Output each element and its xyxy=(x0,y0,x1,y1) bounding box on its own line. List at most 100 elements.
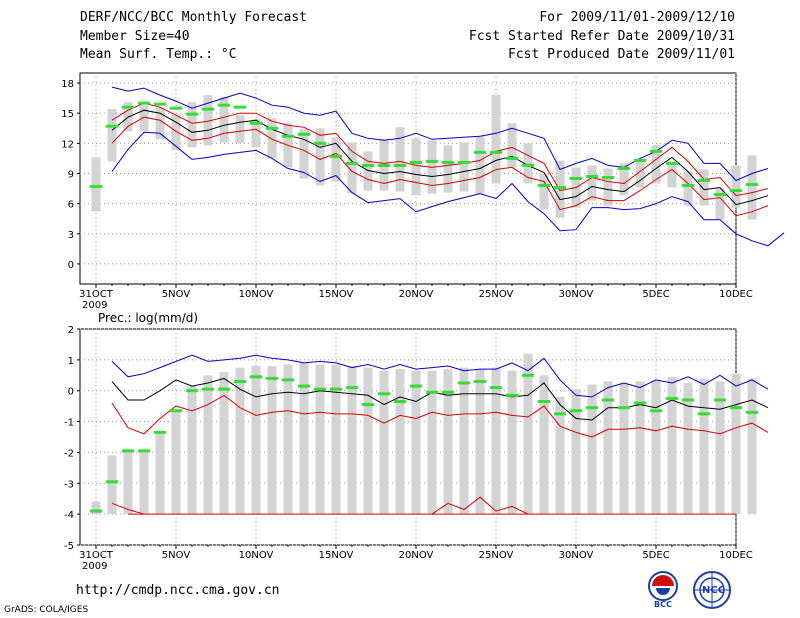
p1-ytick-label-0: -5 xyxy=(64,541,74,552)
bcc-logo: BCC xyxy=(642,570,684,614)
p0-ensemble-bar-21 xyxy=(411,138,421,196)
p0-min-line-0 xyxy=(111,131,785,247)
p1-ensemble-bar-42 xyxy=(747,378,757,515)
p0-ensemble-bar-26 xyxy=(491,95,501,184)
p0-ensemble-bar-20 xyxy=(395,127,405,192)
p0-ensemble-bar-4 xyxy=(139,105,149,132)
p1-ensemble-bar-4 xyxy=(139,449,149,515)
p1-ytick-label-5: 0 xyxy=(68,387,74,398)
forecast-produced-date: Fcst Produced Date 2009/11/01 xyxy=(508,47,735,62)
p1-ensemble-bar-40 xyxy=(715,381,725,515)
p1-xtick-label-1: 5NOV xyxy=(162,550,191,561)
p0-ensemble-bar-27 xyxy=(507,123,517,168)
p1-ytick-label-4: -1 xyxy=(64,418,74,429)
p1-ensemble-bar-8 xyxy=(203,375,213,515)
p1-ensemble-bar-13 xyxy=(283,364,293,515)
p1-ensemble-bar-15 xyxy=(315,364,325,515)
p0-ensemble-bar-5 xyxy=(155,107,165,140)
p1-lower-line-1 xyxy=(431,496,529,515)
p0-xtick-label-6: 30NOV xyxy=(559,289,594,300)
p0-ensemble-bar-42 xyxy=(747,155,757,220)
p1-xtick-label-0: 31OCT xyxy=(79,550,114,561)
p1-ensemble-bar-9 xyxy=(219,372,229,515)
variable-label: Mean Surf. Temp.: °C xyxy=(80,47,237,62)
p0-ensemble-bar-37 xyxy=(667,163,677,188)
p1-ensemble-bar-37 xyxy=(667,376,677,515)
p0-ytick-label-6: 18 xyxy=(61,79,74,90)
p0-ensemble-bar-33 xyxy=(603,168,613,206)
p1-ensemble-bar-39 xyxy=(699,378,709,515)
p1-ensemble-bar-24 xyxy=(459,367,469,515)
p1-ensemble-bar-23 xyxy=(443,369,453,515)
p0-xtick-label-5: 25NOV xyxy=(479,289,514,300)
p1-ensemble-bar-3 xyxy=(123,449,133,515)
p0-ensemble-bar-8 xyxy=(203,95,213,146)
p0-ensemble-bar-10 xyxy=(235,115,245,144)
p0-ytick-label-2: 6 xyxy=(68,200,74,211)
p0-ensemble-bar-30 xyxy=(555,160,565,218)
p0-ytick-label-4: 12 xyxy=(61,139,74,150)
p1-ensemble-bar-7 xyxy=(187,386,197,515)
p0-ensemble-bar-7 xyxy=(187,102,197,148)
p0-ensemble-bar-12 xyxy=(267,118,277,159)
p1-ensemble-bar-28 xyxy=(523,353,533,515)
p1-ensemble-bar-26 xyxy=(491,367,501,515)
p1-ensemble-bar-0 xyxy=(91,501,101,515)
p1-ensemble-bar-38 xyxy=(683,383,693,515)
p0-ensemble-bar-0 xyxy=(91,157,101,212)
p1-xtick-label-7: 5DEC xyxy=(642,550,669,561)
p1-xtick-label-2: 10NOV xyxy=(239,550,274,561)
source-url[interactable]: http://cmdp.ncc.cma.gov.cn xyxy=(76,583,280,598)
chart-title: DERF/NCC/BCC Monthly Forecast xyxy=(80,10,307,25)
member-size: Member Size=40 xyxy=(80,29,190,44)
p0-ytick-label-5: 15 xyxy=(61,109,74,120)
p1-panel-title: Prec.: log(mm/d) xyxy=(98,311,198,325)
p1-ytick-label-2: -3 xyxy=(64,479,74,490)
p1-ensemble-bar-31 xyxy=(571,389,581,515)
p0-xtick-label-2: 10NOV xyxy=(239,289,274,300)
p1-ensemble-bar-16 xyxy=(331,364,341,515)
p0-ensemble-bar-6 xyxy=(171,115,181,151)
p1-xtick-label-5: 25NOV xyxy=(479,550,514,561)
p0-lower-line-0 xyxy=(111,116,769,217)
p1-ensemble-bar-41 xyxy=(731,373,741,515)
p1-ensemble-bar-21 xyxy=(411,370,421,515)
forecast-period: For 2009/11/01-2009/12/10 xyxy=(539,10,735,25)
p0-ensemble-bar-32 xyxy=(587,165,597,201)
p1-lower-line-0 xyxy=(111,502,145,515)
p1-ensemble-bar-2 xyxy=(107,455,117,515)
p0-xtick-label-7: 5DEC xyxy=(642,289,669,300)
p0-ensemble-bar-35 xyxy=(635,161,645,188)
p1-xtick-label-6: 30NOV xyxy=(559,550,594,561)
p0-xtick-label-8: 10DEC xyxy=(719,289,753,300)
p1-xtick-year: 2009 xyxy=(82,561,107,572)
p1-ensemble-bar-11 xyxy=(251,366,261,515)
p1-ensemble-bar-36 xyxy=(651,379,661,515)
p0-ensemble-bar-40 xyxy=(715,188,725,220)
p0-ensemble-bar-2 xyxy=(107,109,117,162)
p1-xtick-label-4: 20NOV xyxy=(399,550,434,561)
p0-ensemble-bar-34 xyxy=(619,163,629,196)
p1-mean-line-0 xyxy=(111,377,769,421)
p1-upper-line-0 xyxy=(111,394,769,438)
p0-upper-line-0 xyxy=(111,102,769,197)
p0-xtick-label-0: 31OCT xyxy=(79,289,114,300)
p0-ensemble-bar-9 xyxy=(219,97,229,143)
p1-ensemble-bar-19 xyxy=(379,370,389,515)
p1-ensemble-bar-14 xyxy=(299,362,309,515)
p1-ensemble-bar-33 xyxy=(603,381,613,515)
p0-ytick-label-0: 0 xyxy=(68,260,74,271)
p1-ensemble-bar-27 xyxy=(507,370,517,515)
p0-ensemble-bar-41 xyxy=(731,165,741,208)
grads-credit: GrADS: COLA/IGES xyxy=(4,605,89,615)
p1-xtick-label-3: 15NOV xyxy=(319,550,354,561)
forecast-start-date: Fcst Started Refer Date 2009/10/31 xyxy=(468,29,735,44)
p0-ensemble-bar-16 xyxy=(331,137,341,182)
p0-ensemble-bar-28 xyxy=(523,143,533,184)
p1-ensemble-bar-32 xyxy=(587,384,597,515)
p0-ensemble-bar-15 xyxy=(315,128,325,186)
p1-ensemble-bar-10 xyxy=(235,367,245,515)
p1-ytick-label-3: -2 xyxy=(64,448,74,459)
p0-ensemble-bar-24 xyxy=(459,142,469,192)
